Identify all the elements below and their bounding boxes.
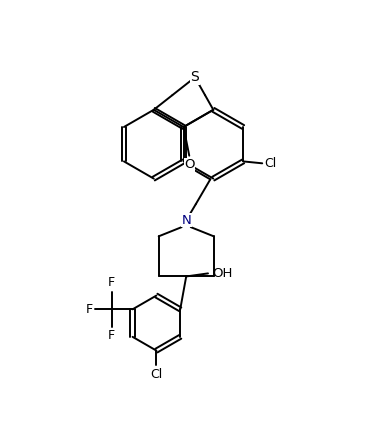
Text: O: O: [184, 158, 195, 171]
Text: F: F: [86, 303, 93, 316]
Text: Cl: Cl: [150, 368, 163, 381]
Text: F: F: [108, 329, 115, 342]
Text: Cl: Cl: [264, 157, 277, 170]
Text: S: S: [191, 70, 199, 84]
Text: N: N: [181, 214, 191, 227]
Text: OH: OH: [212, 267, 232, 280]
Text: F: F: [108, 276, 115, 289]
